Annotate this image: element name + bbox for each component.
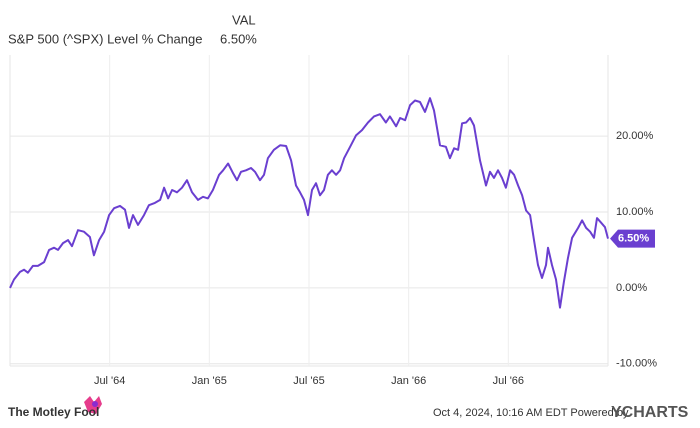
x-tick-label: Jul '64 xyxy=(94,375,125,387)
legend-value: 6.50% xyxy=(220,31,257,46)
y-tick-label: 20.00% xyxy=(616,130,654,142)
y-tick-label: -10.00% xyxy=(616,358,657,370)
brand: The Motley Fool xyxy=(8,405,99,419)
brand-logo xyxy=(84,396,102,414)
legend-header: VAL xyxy=(232,12,256,27)
y-tick-label: 10.00% xyxy=(616,206,654,218)
legend-series: S&P 500 (^SPX) Level % Change xyxy=(8,31,202,46)
x-tick-label: Jul '66 xyxy=(493,375,524,387)
line xyxy=(9,97,609,309)
x-tick-label: Jan '66 xyxy=(391,375,426,387)
end-tag xyxy=(610,229,655,248)
x-tick-label: Jan '65 xyxy=(192,375,227,387)
timestamp: Oct 4, 2024, 10:16 AM EDT Powered by xyxy=(433,407,629,419)
y-tick-label: 0.00% xyxy=(616,282,647,294)
provider: YCHARTS xyxy=(611,404,689,421)
end-label: 6.50% xyxy=(618,232,649,244)
x-tick-label: Jul '65 xyxy=(293,375,324,387)
